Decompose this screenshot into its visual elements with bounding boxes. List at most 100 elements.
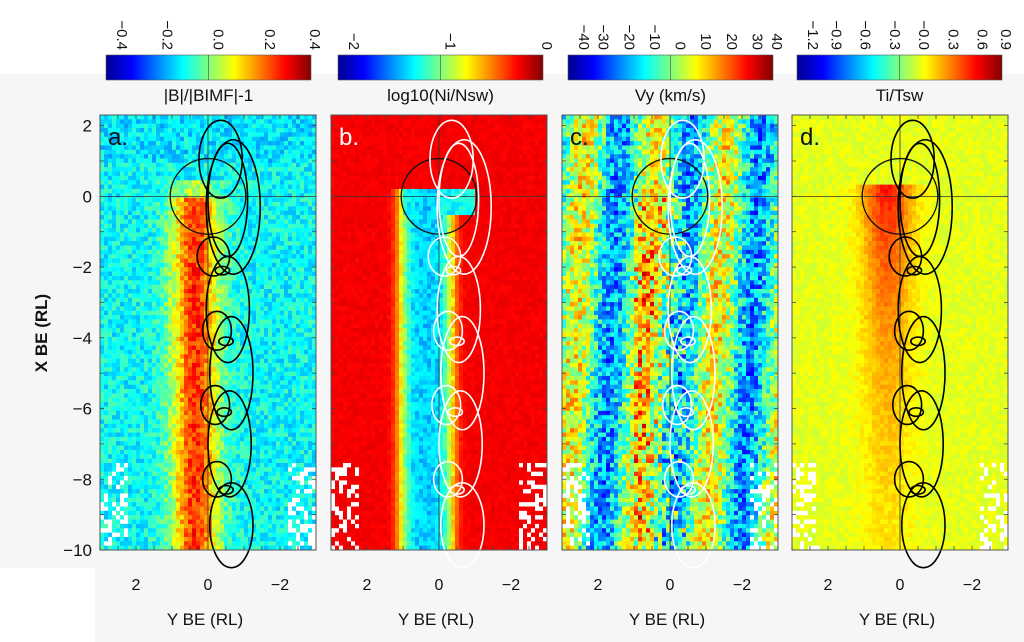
heatmap-cell xyxy=(128,397,133,403)
heatmap-cell xyxy=(152,380,157,386)
heatmap-cell xyxy=(244,236,249,242)
heatmap-cell xyxy=(100,497,105,503)
heatmap-cell xyxy=(232,484,237,490)
heatmap-cell xyxy=(184,415,189,420)
heatmap-cell xyxy=(156,154,161,159)
heatmap-cell xyxy=(188,119,193,125)
heatmap-cell xyxy=(200,406,205,412)
heatmap-cell xyxy=(128,167,133,172)
heatmap-cell xyxy=(140,128,145,133)
heatmap-cell xyxy=(144,484,149,490)
heatmap-cell xyxy=(152,389,157,394)
heatmap-cell xyxy=(308,115,313,120)
heatmap-cell xyxy=(224,171,229,177)
heatmap-cell xyxy=(184,436,189,442)
heatmap-cell xyxy=(188,510,193,516)
heatmap-cell xyxy=(240,493,245,499)
heatmap-cell xyxy=(304,206,309,212)
heatmap-cell xyxy=(268,506,273,512)
heatmap-cell xyxy=(196,341,201,346)
heatmap-cell xyxy=(208,328,213,333)
heatmap-cell xyxy=(188,275,193,281)
heatmap-cell xyxy=(136,393,141,399)
heatmap-cell xyxy=(144,436,149,442)
heatmap-cell xyxy=(188,128,193,133)
heatmap-cell xyxy=(224,397,229,403)
heatmap-cell xyxy=(224,410,229,416)
heatmap-cell xyxy=(248,489,253,494)
heatmap-cell xyxy=(172,119,177,125)
heatmap-cell xyxy=(168,202,173,207)
heatmap-cell xyxy=(184,432,189,438)
heatmap-cell xyxy=(272,493,277,499)
heatmap-cell xyxy=(216,210,221,216)
heatmap-cell xyxy=(252,393,257,399)
heatmap-cell xyxy=(108,454,113,460)
heatmap-cell xyxy=(264,193,269,199)
heatmap-cell xyxy=(280,202,285,207)
heatmap-cell xyxy=(176,193,181,199)
heatmap-cell xyxy=(140,506,145,512)
heatmap-cell xyxy=(104,280,109,286)
heatmap-cell xyxy=(184,441,189,446)
heatmap-cell xyxy=(256,449,261,455)
heatmap-cell xyxy=(120,167,125,172)
heatmap-cell xyxy=(236,223,241,229)
heatmap-cell xyxy=(288,162,293,168)
heatmap-cell xyxy=(272,284,277,290)
heatmap-cell xyxy=(144,249,149,255)
heatmap-cell xyxy=(120,254,125,259)
heatmap-cell xyxy=(268,258,273,264)
heatmap-cell xyxy=(208,193,213,199)
heatmap-cell xyxy=(228,497,233,503)
heatmap-cell xyxy=(128,332,133,338)
heatmap-cell xyxy=(120,506,125,512)
heatmap-cell xyxy=(260,267,265,272)
heatmap-cell xyxy=(136,223,141,229)
heatmap-cell xyxy=(124,336,129,342)
heatmap-cell xyxy=(136,389,141,394)
heatmap-cell xyxy=(116,345,121,351)
heatmap-cell xyxy=(164,271,169,277)
heatmap-cell xyxy=(296,197,301,203)
heatmap-cell xyxy=(268,493,273,499)
heatmap-cell xyxy=(304,115,309,120)
heatmap-cell xyxy=(268,410,273,416)
heatmap-cell xyxy=(104,497,109,503)
heatmap-cell xyxy=(212,162,217,168)
heatmap-cell xyxy=(124,319,129,325)
heatmap-cell xyxy=(312,449,317,455)
heatmap-cell xyxy=(248,275,253,281)
heatmap-cell xyxy=(312,428,317,433)
heatmap-cell xyxy=(252,345,257,351)
heatmap-cell xyxy=(256,275,261,281)
heatmap-cell xyxy=(108,306,113,312)
heatmap-cell xyxy=(224,489,229,494)
heatmap-cell xyxy=(192,349,197,355)
heatmap-cell xyxy=(192,319,197,325)
heatmap-cell xyxy=(124,341,129,346)
heatmap-cell xyxy=(212,284,217,290)
heatmap-cell xyxy=(172,245,177,251)
heatmap-cell xyxy=(128,480,133,486)
heatmap-cell xyxy=(260,454,265,460)
heatmap-cell xyxy=(156,445,161,451)
heatmap-cell xyxy=(184,197,189,203)
heatmap-cell xyxy=(104,293,109,299)
heatmap-cell xyxy=(304,428,309,433)
heatmap-cell xyxy=(172,302,177,307)
heatmap-cell xyxy=(204,241,209,246)
heatmap-cell xyxy=(308,289,313,294)
heatmap-cell xyxy=(104,271,109,277)
heatmap-cell xyxy=(204,284,209,290)
heatmap-cell xyxy=(192,184,197,190)
heatmap-cell xyxy=(276,362,281,368)
heatmap-cell xyxy=(160,406,165,412)
heatmap-cell xyxy=(280,141,285,146)
heatmap-cell xyxy=(288,271,293,277)
heatmap-cell xyxy=(136,476,141,481)
heatmap-cell xyxy=(132,471,137,477)
heatmap-cell xyxy=(124,328,129,333)
heatmap-cell xyxy=(220,171,225,177)
heatmap-cell xyxy=(276,380,281,386)
